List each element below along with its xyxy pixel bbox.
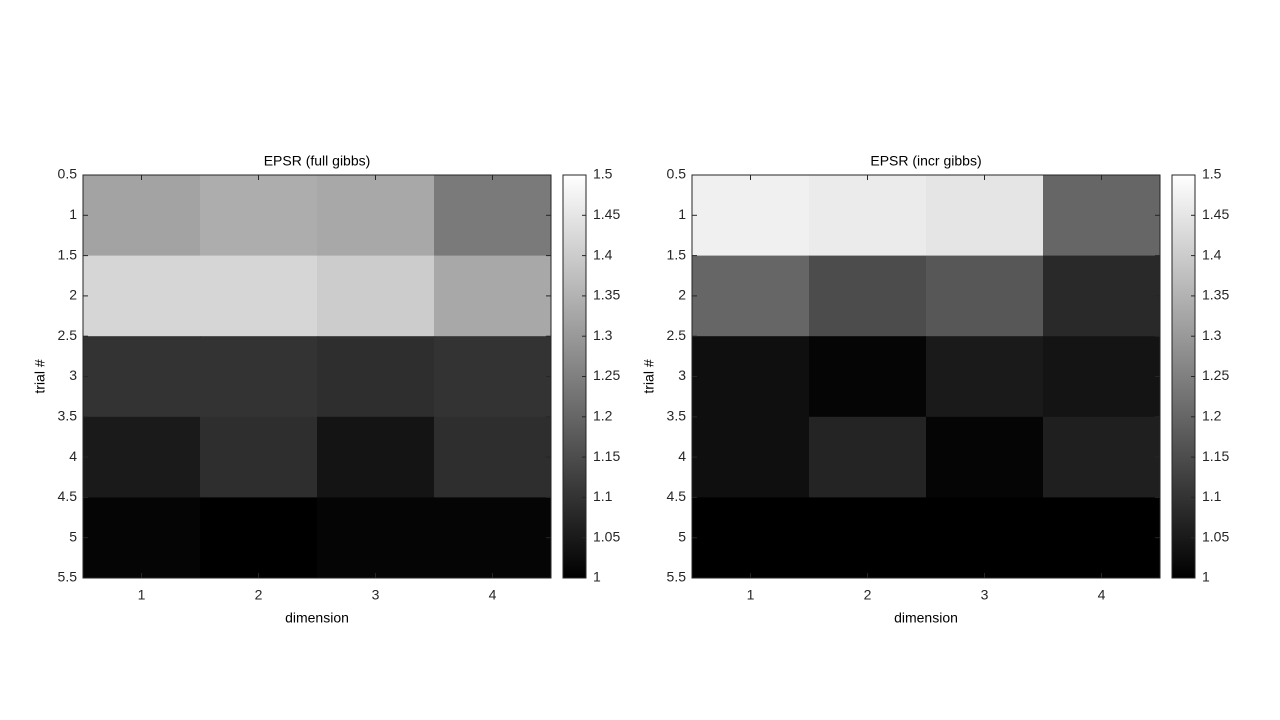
y-tick-label: 3 <box>678 367 686 383</box>
x-tick-label: 1 <box>138 587 146 603</box>
chart-title: EPSR (incr gibbs) <box>870 153 981 169</box>
x-tick-label: 3 <box>981 587 989 603</box>
colorbar-tick-label: 1.15 <box>593 448 620 464</box>
y-axis-label: trial # <box>641 359 657 393</box>
colorbar-tick-label: 1.35 <box>1202 287 1229 303</box>
y-tick-label: 2 <box>678 287 686 303</box>
heatmap-cell <box>200 497 318 579</box>
y-tick-label: 0.5 <box>667 166 687 182</box>
heatmap-cell <box>692 497 810 579</box>
y-tick-label: 1 <box>678 206 686 222</box>
colorbar-tick-label: 1.45 <box>593 206 620 222</box>
x-tick-label: 2 <box>864 587 872 603</box>
y-tick-label: 5.5 <box>667 569 687 585</box>
heatmap-cell <box>1043 336 1161 418</box>
y-tick-label: 1 <box>69 206 77 222</box>
heatmap-cell <box>200 255 318 337</box>
heatmap-cell <box>200 175 318 257</box>
heatmap-cell <box>434 175 552 257</box>
heatmap-cell <box>200 416 318 498</box>
colorbar-tick-label: 1 <box>1202 569 1210 585</box>
x-tick-label: 3 <box>372 587 380 603</box>
heatmap-cell <box>317 336 435 418</box>
heatmap-cell <box>434 497 552 579</box>
heatmap-cell <box>926 336 1044 418</box>
y-tick-label: 1.5 <box>58 246 78 262</box>
heatmap-cell <box>1043 416 1161 498</box>
heatmap-cell <box>434 336 552 418</box>
y-tick-label: 3.5 <box>667 408 687 424</box>
heatmap-cell <box>692 175 810 257</box>
heatmap-cell <box>317 497 435 579</box>
heatmap-cell <box>809 175 927 257</box>
colorbar-tick-label: 1.5 <box>593 166 613 182</box>
heatmap-cell <box>317 175 435 257</box>
x-axis-label: dimension <box>894 610 958 626</box>
y-tick-label: 2.5 <box>58 327 78 343</box>
heatmap-cell <box>809 497 927 579</box>
colorbar-tick-label: 1.05 <box>1202 528 1229 544</box>
colorbar-tick-label: 1.45 <box>1202 206 1229 222</box>
colorbar-tick-label: 1.1 <box>593 488 613 504</box>
chart-title: EPSR (full gibbs) <box>264 153 371 169</box>
heatmap-cell <box>1043 175 1161 257</box>
heatmap-cell <box>809 255 927 337</box>
y-tick-label: 4.5 <box>667 488 687 504</box>
colorbar-tick-label: 1 <box>593 569 601 585</box>
heatmap-cell <box>83 336 201 418</box>
heatmap-cell <box>200 336 318 418</box>
heatmap-cell <box>83 255 201 337</box>
heatmap-cell <box>926 497 1044 579</box>
heatmap-cell <box>83 416 201 498</box>
heatmap-cell <box>317 416 435 498</box>
heatmap-cell <box>692 416 810 498</box>
colorbar-tick-label: 1.4 <box>593 246 613 262</box>
y-tick-label: 0.5 <box>58 166 78 182</box>
heatmap-cell <box>434 416 552 498</box>
y-tick-label: 2.5 <box>667 327 687 343</box>
colorbar-tick-label: 1.35 <box>593 287 620 303</box>
x-axis-label: dimension <box>285 610 349 626</box>
heatmap-cell <box>692 336 810 418</box>
heatmap-cell <box>83 497 201 579</box>
heatmap-cell <box>809 336 927 418</box>
heatmap-cell <box>317 255 435 337</box>
colorbar-tick-label: 1.5 <box>1202 166 1222 182</box>
x-tick-label: 4 <box>1098 587 1106 603</box>
y-tick-label: 4 <box>69 448 77 464</box>
colorbar-tick-label: 1.3 <box>1202 327 1222 343</box>
colorbar-tick-label: 1.1 <box>1202 488 1222 504</box>
y-tick-label: 1.5 <box>667 246 687 262</box>
y-tick-label: 4 <box>678 448 686 464</box>
y-tick-label: 5.5 <box>58 569 78 585</box>
heatmap-cell <box>1043 497 1161 579</box>
colorbar-tick-label: 1.25 <box>1202 367 1229 383</box>
colorbar-tick-label: 1.4 <box>1202 246 1222 262</box>
y-tick-label: 4.5 <box>58 488 78 504</box>
colorbar-tick-label: 1.2 <box>593 408 613 424</box>
heatmap-cell <box>434 255 552 337</box>
heatmap-cell <box>926 255 1044 337</box>
heatmap-cell <box>926 416 1044 498</box>
colorbar-tick-label: 1.25 <box>593 367 620 383</box>
y-axis-label: trial # <box>32 359 48 393</box>
heatmap-cell <box>83 175 201 257</box>
y-tick-label: 3.5 <box>58 408 78 424</box>
y-tick-label: 2 <box>69 287 77 303</box>
heatmap-cell <box>692 255 810 337</box>
colorbar-tick-label: 1.3 <box>593 327 613 343</box>
heatmap-cell <box>1043 255 1161 337</box>
x-tick-label: 2 <box>255 587 263 603</box>
x-tick-label: 4 <box>489 587 497 603</box>
heatmap-cell <box>809 416 927 498</box>
colorbar-tick-label: 1.2 <box>1202 408 1222 424</box>
colorbar-tick-label: 1.05 <box>593 528 620 544</box>
y-tick-label: 3 <box>69 367 77 383</box>
y-tick-label: 5 <box>678 528 686 544</box>
colorbar-tick-label: 1.15 <box>1202 448 1229 464</box>
y-tick-label: 5 <box>69 528 77 544</box>
x-tick-label: 1 <box>747 587 755 603</box>
heatmap-cell <box>926 175 1044 257</box>
